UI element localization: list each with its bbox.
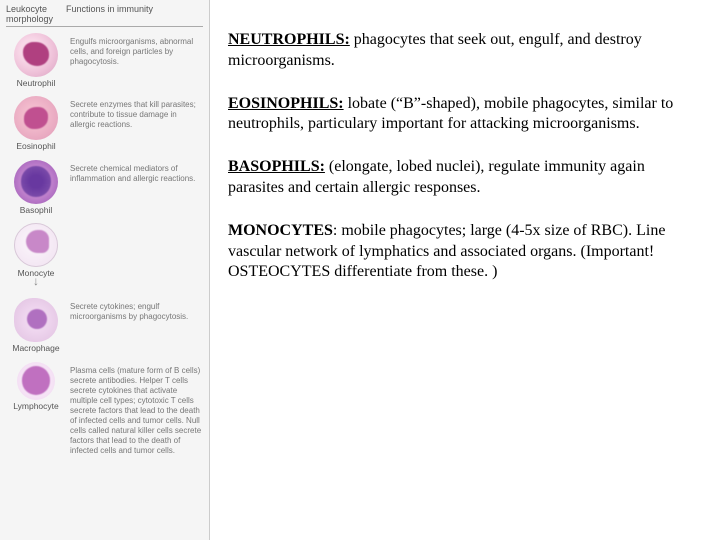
term: MONOCYTES xyxy=(228,222,333,239)
term: EOSINOPHILS: xyxy=(228,95,344,112)
monocyte-icon xyxy=(14,223,58,267)
sidebar-table: Leukocyte morphology Functions in immuni… xyxy=(0,0,210,540)
cell-description xyxy=(66,223,203,227)
term: NEUTROPHILS: xyxy=(228,31,350,48)
basophil-icon xyxy=(14,160,58,204)
cell-description: Secrete enzymes that kill parasites; con… xyxy=(66,96,203,130)
cell-description: Plasma cells (mature form of B cells) se… xyxy=(66,362,203,456)
macrophage-icon xyxy=(14,298,58,342)
arrow-down-icon: ↓ xyxy=(33,274,39,288)
eosinophil-icon xyxy=(14,96,58,140)
cell-illustration: Monocyte ↓ xyxy=(6,223,66,290)
main-content: NEUTROPHILS: phagocytes that seek out, e… xyxy=(210,0,720,540)
cell-label: Lymphocyte xyxy=(13,402,59,411)
cell-illustration: Macrophage xyxy=(6,298,66,353)
entry-monocytes: MONOCYTES: mobile phagocytes; large (4-5… xyxy=(228,221,696,283)
row-basophil: Basophil Secrete chemical mediators of i… xyxy=(6,160,203,215)
neutrophil-icon xyxy=(14,33,58,77)
header-morphology: Leukocyte morphology xyxy=(6,4,66,24)
cell-illustration: Neutrophil xyxy=(6,33,66,88)
lymphocyte-icon xyxy=(17,362,55,400)
cell-label: Macrophage xyxy=(12,344,59,353)
entry-neutrophils: NEUTROPHILS: phagocytes that seek out, e… xyxy=(228,30,696,72)
cell-label: Basophil xyxy=(20,206,53,215)
row-monocyte: Monocyte ↓ xyxy=(6,223,203,290)
cell-description: Engulfs microorganisms, abnormal cells, … xyxy=(66,33,203,67)
row-eosinophil: Eosinophil Secrete enzymes that kill par… xyxy=(6,96,203,151)
cell-illustration: Basophil xyxy=(6,160,66,215)
row-lymphocyte: Lymphocyte Plasma cells (mature form of … xyxy=(6,362,203,456)
cell-label: Eosinophil xyxy=(16,142,55,151)
entry-eosinophils: EOSINOPHILS: lobate (“B”-shaped), mobile… xyxy=(228,94,696,136)
cell-label: Neutrophil xyxy=(17,79,56,88)
cell-description: Secrete cytokines; engulf microorganisms… xyxy=(66,298,203,322)
term: BASOPHILS: xyxy=(228,158,325,175)
row-macrophage: Macrophage Secrete cytokines; engulf mic… xyxy=(6,298,203,353)
cell-illustration: Lymphocyte xyxy=(6,362,66,411)
row-neutrophil: Neutrophil Engulfs microorganisms, abnor… xyxy=(6,33,203,88)
cell-description: Secrete chemical mediators of inflammati… xyxy=(66,160,203,184)
entry-basophils: BASOPHILS: (elongate, lobed nuclei), reg… xyxy=(228,157,696,199)
sidebar-header: Leukocyte morphology Functions in immuni… xyxy=(6,4,203,27)
header-functions: Functions in immunity xyxy=(66,4,203,24)
cell-illustration: Eosinophil xyxy=(6,96,66,151)
